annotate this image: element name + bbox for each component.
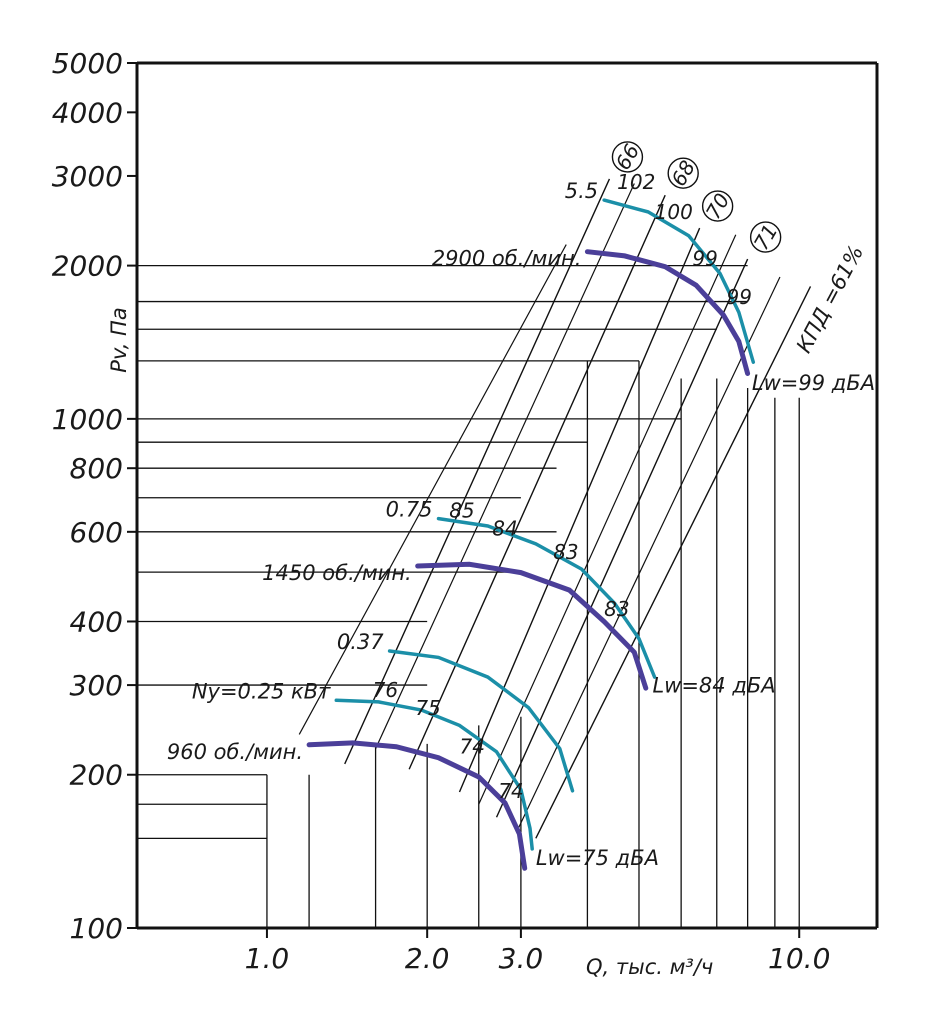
power-curve xyxy=(602,198,756,364)
y-tick-label: 1000 xyxy=(52,403,123,436)
speed-label: 2900 об./мин. xyxy=(432,247,582,271)
power-label: 0.75 xyxy=(386,498,433,522)
efficiency-label: 70 xyxy=(701,189,735,223)
efficiency-circle xyxy=(611,141,644,173)
y-tick-label: 400 xyxy=(70,605,123,638)
power-label: 5.5 xyxy=(565,179,598,203)
value-label: 83 xyxy=(604,597,629,621)
x-tick-label: 1.0 xyxy=(245,942,290,975)
y-tick-label: 5000 xyxy=(52,47,123,80)
plot-frame xyxy=(135,61,879,930)
y-tick-label: 4000 xyxy=(52,96,123,129)
axis-ticks: 100 200 300 400 600 800 1000 2000 3000 4000 5000 1.… xyxy=(52,47,831,975)
curves xyxy=(306,198,756,871)
annotations: 960 об./мин. Ny=0.25 кВт 0.37 1450 об./мин.… xyxy=(167,140,875,870)
grid-lines xyxy=(137,264,800,928)
x-tick-label: 2.0 xyxy=(405,942,450,975)
value-label: 99 xyxy=(726,285,751,309)
efficiency-circle xyxy=(749,221,782,253)
value-label: 75 xyxy=(415,696,440,720)
value-label: 74 xyxy=(498,779,523,803)
efficiency-line xyxy=(535,286,812,839)
x-tick-label: 3.0 xyxy=(499,942,544,975)
y-tick-label: 100 xyxy=(70,912,123,945)
value-label: 76 xyxy=(373,678,398,702)
x-tick-label: 10.0 xyxy=(768,942,830,975)
efficiency-line xyxy=(458,227,701,793)
value-label: 83 xyxy=(553,540,578,564)
y-tick-label: 2000 xyxy=(52,250,123,283)
efficiency-line xyxy=(408,194,666,770)
value-label: 100 xyxy=(655,200,693,224)
value-label: 102 xyxy=(617,170,655,194)
value-label: 74 xyxy=(459,735,484,759)
efficiency-helper-line xyxy=(298,244,567,735)
noise-level-label: Lw=99 дБА xyxy=(752,371,875,395)
efficiency-label: 71 xyxy=(749,220,783,254)
power-curve xyxy=(436,516,657,679)
efficiency-lines xyxy=(298,178,812,839)
noise-level-label: Lw=75 дБА xyxy=(536,846,659,870)
efficiency-circle xyxy=(667,157,699,189)
value-label: 84 xyxy=(492,517,517,541)
power-label: 0.37 xyxy=(337,630,384,654)
noise-level-label: Lw=84 дБА xyxy=(652,674,775,698)
y-tick-label: 300 xyxy=(70,669,123,702)
y-tick-label: 600 xyxy=(70,516,123,549)
power-curve xyxy=(387,649,575,793)
efficiency-helper-line xyxy=(478,234,737,805)
efficiency-circle xyxy=(701,190,734,222)
value-label: 99 xyxy=(692,247,717,271)
value-label: 85 xyxy=(449,499,474,523)
efficiency-label: 68 xyxy=(666,156,700,190)
efficiency-label: 66 xyxy=(611,140,645,174)
efficiency-label: КПД =61% xyxy=(792,241,869,357)
performance-curve xyxy=(415,561,649,691)
efficiency-helper-line xyxy=(516,276,781,832)
y-tick-label: 200 xyxy=(70,759,123,792)
power-label: Ny=0.25 кВт xyxy=(192,679,331,703)
speed-label: 1450 об./мин. xyxy=(262,561,412,585)
performance-curve xyxy=(584,249,751,376)
performance-curve xyxy=(306,740,528,871)
efficiency-line xyxy=(344,178,611,765)
power-curve xyxy=(334,698,534,851)
y-tick-label: 3000 xyxy=(52,160,123,193)
y-axis-label: Pv, Па xyxy=(107,307,131,372)
x-axis-label: Q, тыс. м³/ч xyxy=(586,955,713,979)
speed-label: 960 об./мин. xyxy=(167,740,303,764)
efficiency-line xyxy=(495,258,749,818)
y-tick-label: 800 xyxy=(70,452,123,485)
